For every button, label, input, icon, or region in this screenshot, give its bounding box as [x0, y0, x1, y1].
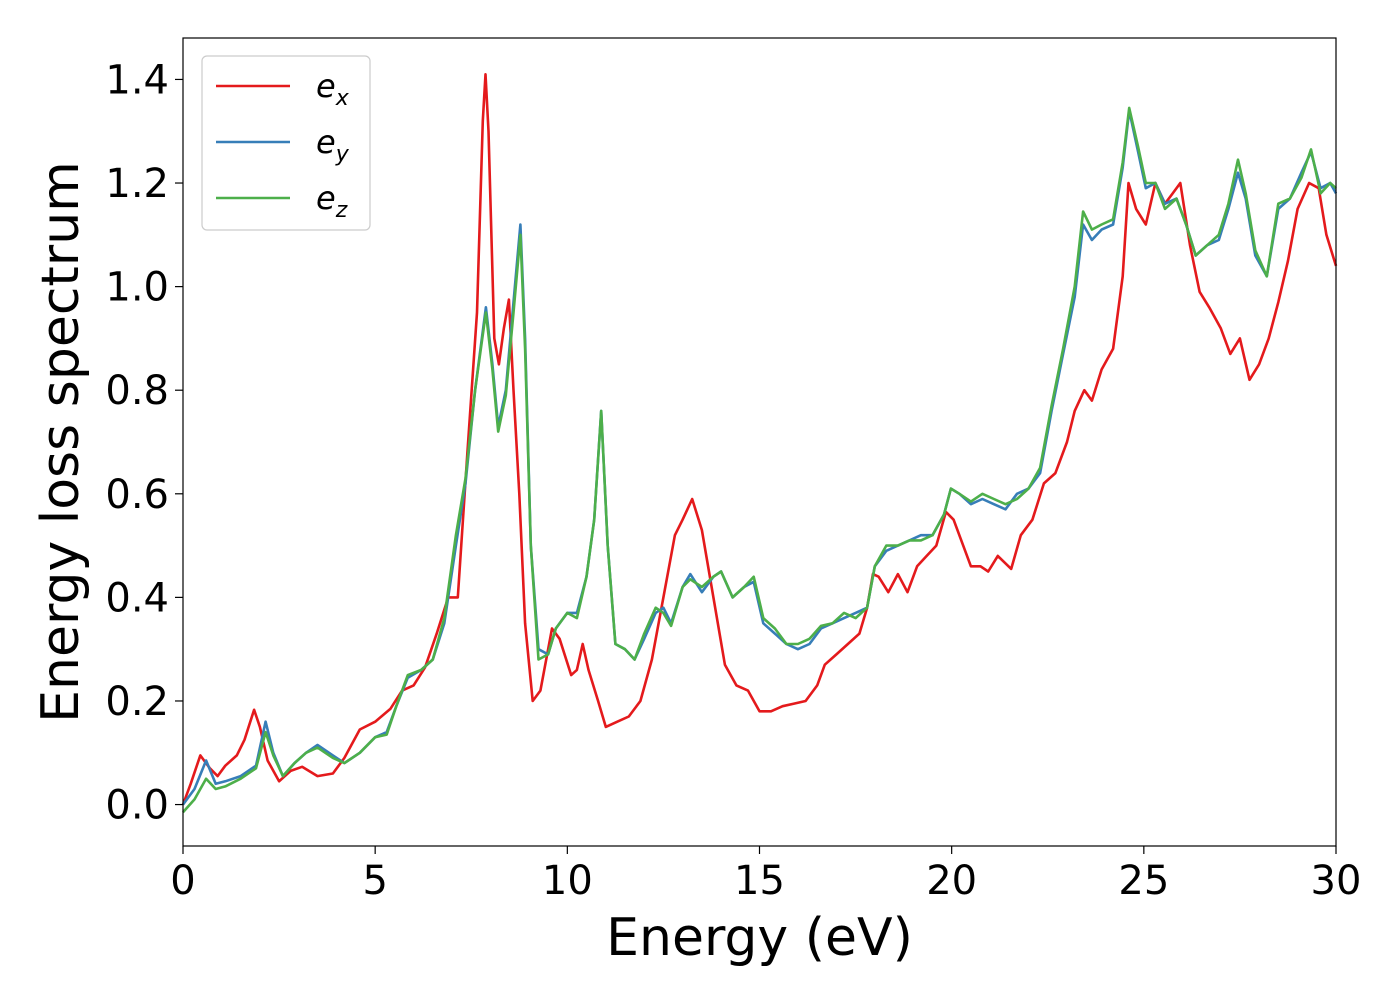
x-tick-label: 0: [170, 858, 195, 904]
x-tick-label: 25: [1118, 858, 1169, 904]
y-axis-title: Energy loss spectrum: [31, 161, 91, 723]
x-tick-label: 15: [734, 858, 785, 904]
series-layer: [181, 73, 1338, 814]
y-tick-label: 0.2: [105, 679, 169, 725]
y-tick-label: 0.0: [105, 783, 169, 829]
y-tick-label: 1.0: [105, 265, 169, 311]
ticks-layer: 0 5 10 15 20 25 30 0.0 0.2 0.4 0.6 0.8 1.0 1.2 1.4: [105, 57, 1361, 904]
legend: ex ey ez: [201, 55, 371, 231]
x-tick-label: 30: [1311, 858, 1362, 904]
x-tick-label: 5: [362, 858, 387, 904]
y-tick-label: 0.4: [105, 575, 169, 621]
legend-label-e-x: ex: [316, 67, 350, 111]
y-tick-label: 0.8: [105, 368, 169, 414]
legend-label-e-y: ey: [316, 123, 350, 167]
x-axis-title: Energy (eV): [606, 908, 913, 968]
series-line-e-z: [182, 106, 1337, 814]
y-tick-label: 1.4: [105, 57, 169, 103]
y-tick-label: 1.2: [105, 161, 169, 207]
x-tick-label: 10: [542, 858, 593, 904]
x-tick-label: 20: [926, 858, 977, 904]
legend-label-e-z: ez: [316, 179, 348, 223]
y-tick-label: 0.6: [105, 472, 169, 518]
